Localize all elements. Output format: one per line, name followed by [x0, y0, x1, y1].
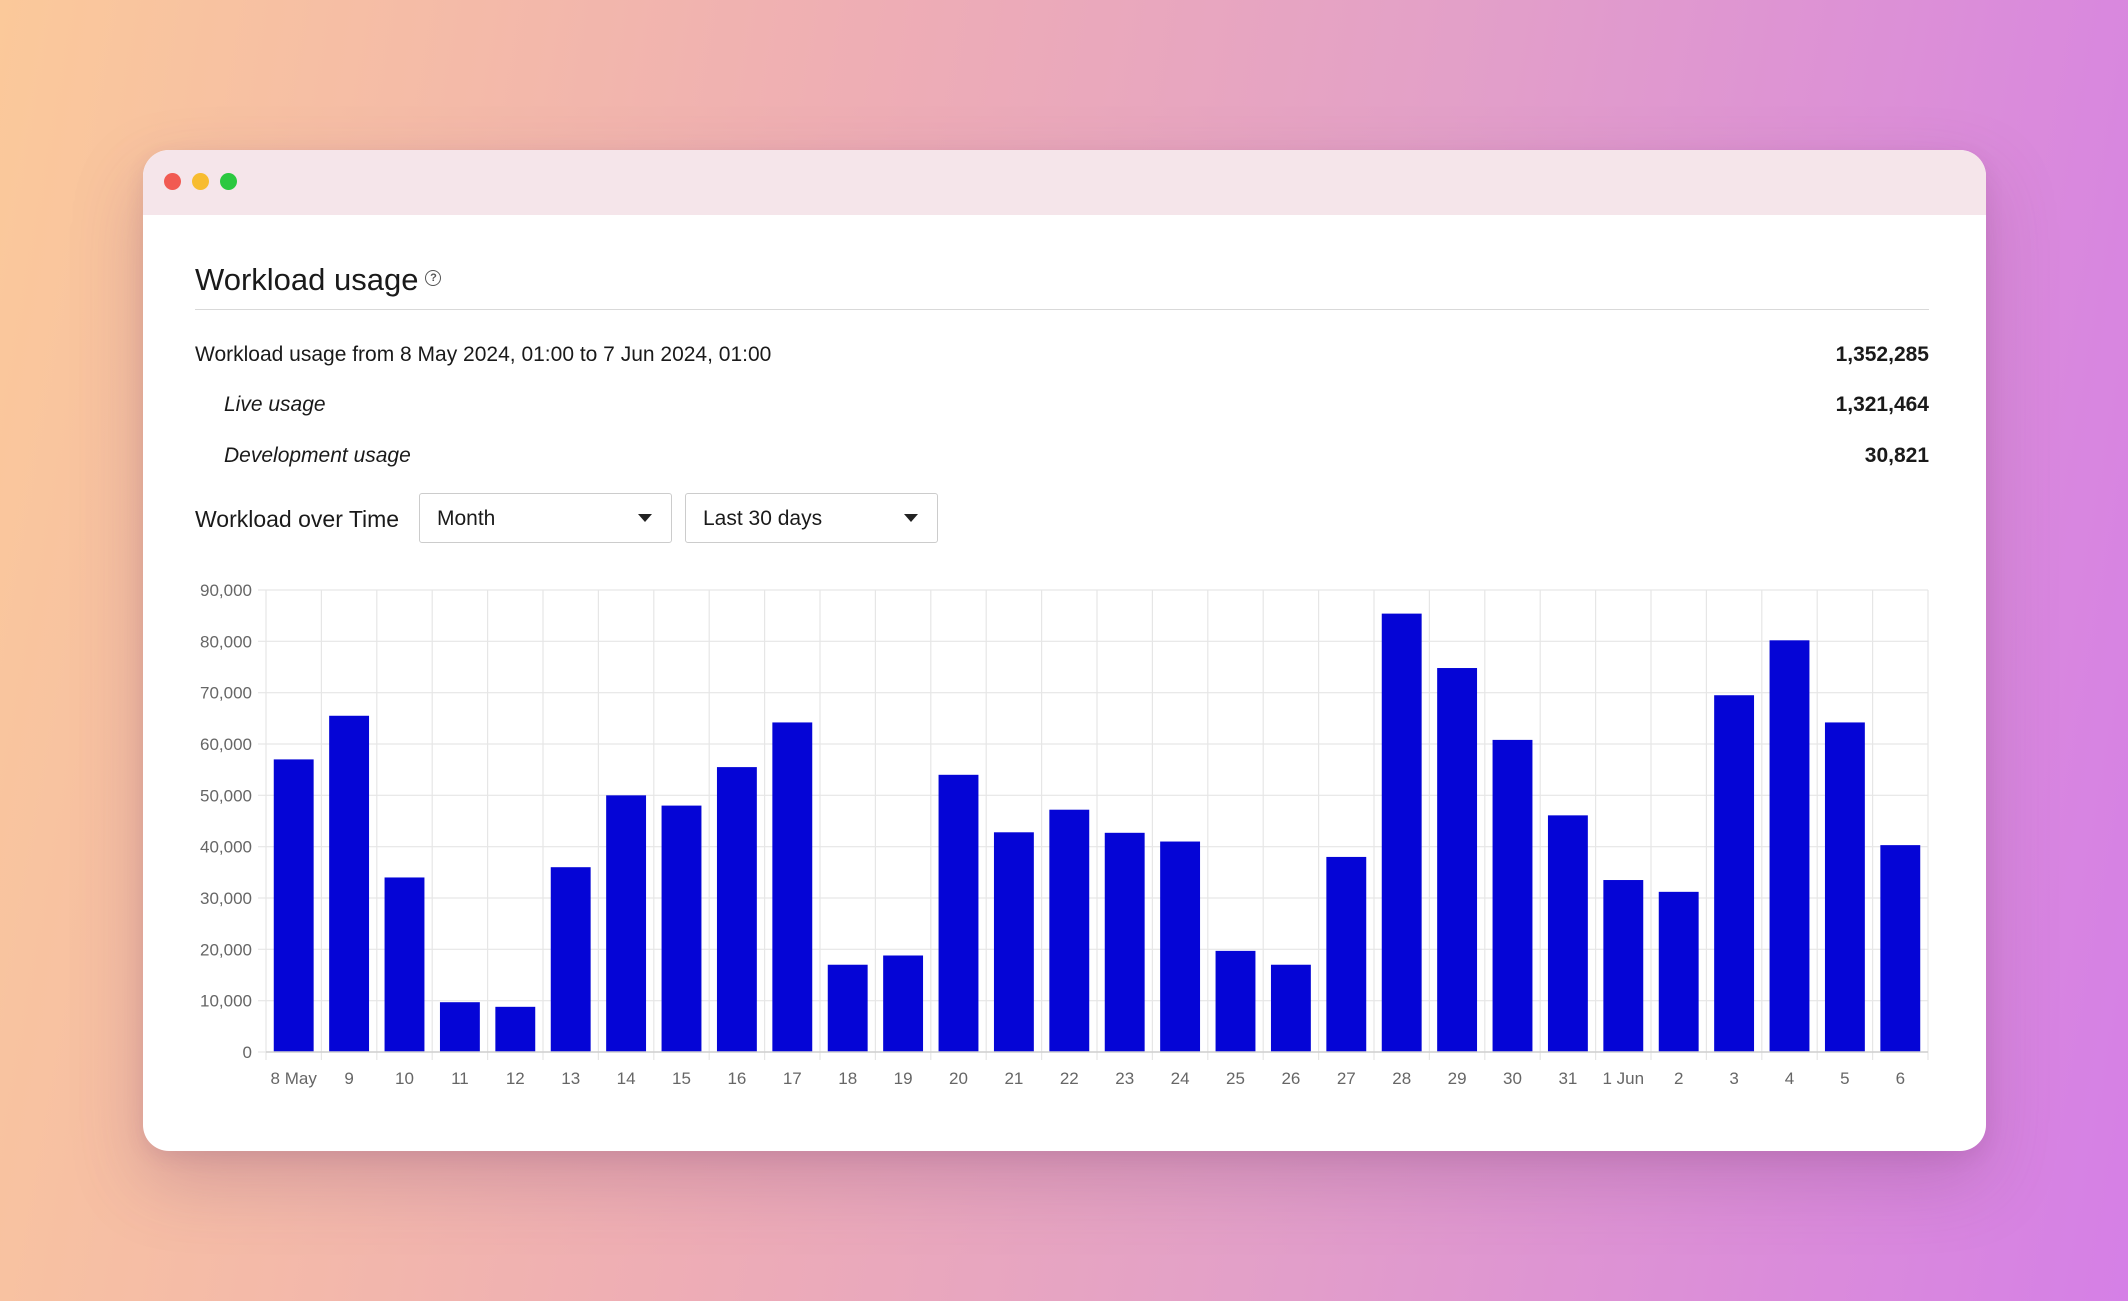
- x-tick-label: 26: [1281, 1069, 1300, 1088]
- chevron-down-icon: [638, 514, 652, 522]
- x-tick-label: 6: [1896, 1069, 1905, 1088]
- y-tick-label: 30,000: [200, 889, 252, 908]
- x-tick-label: 27: [1337, 1069, 1356, 1088]
- granularity-select-value: Month: [437, 507, 496, 530]
- summary-live-row: Live usage 1,321,464: [195, 390, 1929, 420]
- summary-total-value: 1,352,285: [1835, 343, 1929, 366]
- x-tick-label: 28: [1392, 1069, 1411, 1088]
- bar-10: [772, 722, 813, 1052]
- window-titlebar: [143, 150, 1986, 215]
- x-tick-label: 23: [1115, 1069, 1134, 1088]
- chevron-down-icon: [904, 514, 918, 522]
- y-tick-label: 80,000: [200, 632, 252, 651]
- summary-total-row: Workload usage from 8 May 2024, 01:00 to…: [195, 340, 1929, 370]
- x-tick-label: 22: [1060, 1069, 1079, 1088]
- x-tick-label: 2: [1674, 1069, 1683, 1088]
- chart-controls: Workload over Time Month Last 30 days: [195, 493, 1095, 545]
- summary-dev-label: Development usage: [224, 444, 411, 467]
- summary-dev-row: Development usage 30,821: [195, 441, 1929, 471]
- bar-28: [1769, 640, 1810, 1052]
- bar-24: [1547, 815, 1588, 1052]
- bar-7: [606, 795, 647, 1052]
- x-tick-label: 18: [838, 1069, 857, 1088]
- x-tick-label: 11: [451, 1069, 469, 1088]
- x-tick-label: 3: [1729, 1069, 1738, 1088]
- y-tick-label: 20,000: [200, 940, 252, 959]
- granularity-select[interactable]: Month: [419, 493, 672, 543]
- y-tick-label: 10,000: [200, 992, 252, 1011]
- x-tick-label: 8 May: [271, 1069, 318, 1088]
- summary-live-label: Live usage: [224, 393, 326, 416]
- bar-18: [1215, 950, 1256, 1052]
- bar-5: [495, 1006, 536, 1052]
- bar-25: [1603, 880, 1644, 1052]
- x-tick-label: 10: [395, 1069, 414, 1088]
- heading-divider: [195, 309, 1929, 310]
- bar-11: [827, 964, 868, 1052]
- y-tick-label: 70,000: [200, 684, 252, 703]
- bar-21: [1381, 613, 1422, 1052]
- close-window-button[interactable]: [164, 173, 181, 190]
- bar-27: [1714, 695, 1755, 1052]
- x-tick-label: 16: [727, 1069, 746, 1088]
- bar-17: [1160, 841, 1201, 1052]
- x-tick-label: 14: [617, 1069, 636, 1088]
- x-tick-label: 24: [1171, 1069, 1190, 1088]
- x-tick-label: 17: [783, 1069, 802, 1088]
- x-tick-label: 20: [949, 1069, 968, 1088]
- bar-30: [1880, 845, 1921, 1052]
- summary-dev-value: 30,821: [1864, 444, 1929, 467]
- bar-1: [273, 759, 314, 1052]
- x-tick-label: 25: [1226, 1069, 1245, 1088]
- y-tick-label: 90,000: [200, 581, 252, 600]
- x-tick-label: 15: [672, 1069, 691, 1088]
- x-tick-label: 9: [344, 1069, 353, 1088]
- bar-4: [439, 1002, 480, 1052]
- bar-29: [1824, 722, 1865, 1052]
- workload-bar-chart: 0 10,000 20,000 30,000 40,000 50,000 60,000 70,…: [200, 581, 1929, 1088]
- x-tick-label: 21: [1004, 1069, 1023, 1088]
- panel-heading: Workload usage ?: [195, 260, 442, 300]
- bar-23: [1492, 739, 1533, 1052]
- bar-8: [661, 805, 702, 1052]
- y-tick-label: 40,000: [200, 838, 252, 857]
- minimize-window-button[interactable]: [192, 173, 209, 190]
- bar-13: [938, 774, 979, 1052]
- bar-26: [1658, 891, 1699, 1052]
- bar-6: [550, 867, 591, 1052]
- x-tick-label: 1 Jun: [1603, 1069, 1645, 1088]
- range-select-value: Last 30 days: [703, 507, 823, 530]
- bar-14: [993, 832, 1034, 1052]
- bar-22: [1437, 668, 1478, 1052]
- x-tick-label: 4: [1785, 1069, 1794, 1088]
- app-window: Workload usage ? Workload usage from 8 M…: [143, 150, 1986, 1151]
- y-tick-label: 0: [243, 1043, 252, 1062]
- summary-total-label: Workload usage from 8 May 2024, 01:00 to…: [195, 343, 772, 366]
- bar-12: [883, 955, 924, 1052]
- summary-live-value: 1,321,464: [1835, 393, 1929, 416]
- x-tick-label: 19: [894, 1069, 913, 1088]
- bar-19: [1270, 964, 1311, 1052]
- bar-9: [716, 767, 757, 1052]
- bar-16: [1104, 832, 1145, 1052]
- maximize-window-button[interactable]: [220, 173, 237, 190]
- y-tick-label: 50,000: [200, 786, 252, 805]
- question-circle-icon[interactable]: ?: [425, 270, 442, 286]
- x-tick-label: 12: [506, 1069, 525, 1088]
- x-tick-label: 13: [561, 1069, 580, 1088]
- range-select[interactable]: Last 30 days: [685, 493, 938, 543]
- x-tick-label: 30: [1503, 1069, 1522, 1088]
- chart-controls-label: Workload over Time: [195, 506, 400, 532]
- x-tick-label: 31: [1558, 1069, 1577, 1088]
- bar-2: [329, 715, 370, 1052]
- x-tick-label: 5: [1840, 1069, 1849, 1088]
- y-tick-label: 60,000: [200, 735, 252, 754]
- bar-20: [1326, 856, 1367, 1052]
- x-tick-label: 29: [1448, 1069, 1467, 1088]
- bar-15: [1049, 809, 1090, 1052]
- page-title: Workload usage: [195, 262, 419, 297]
- bar-3: [384, 877, 425, 1052]
